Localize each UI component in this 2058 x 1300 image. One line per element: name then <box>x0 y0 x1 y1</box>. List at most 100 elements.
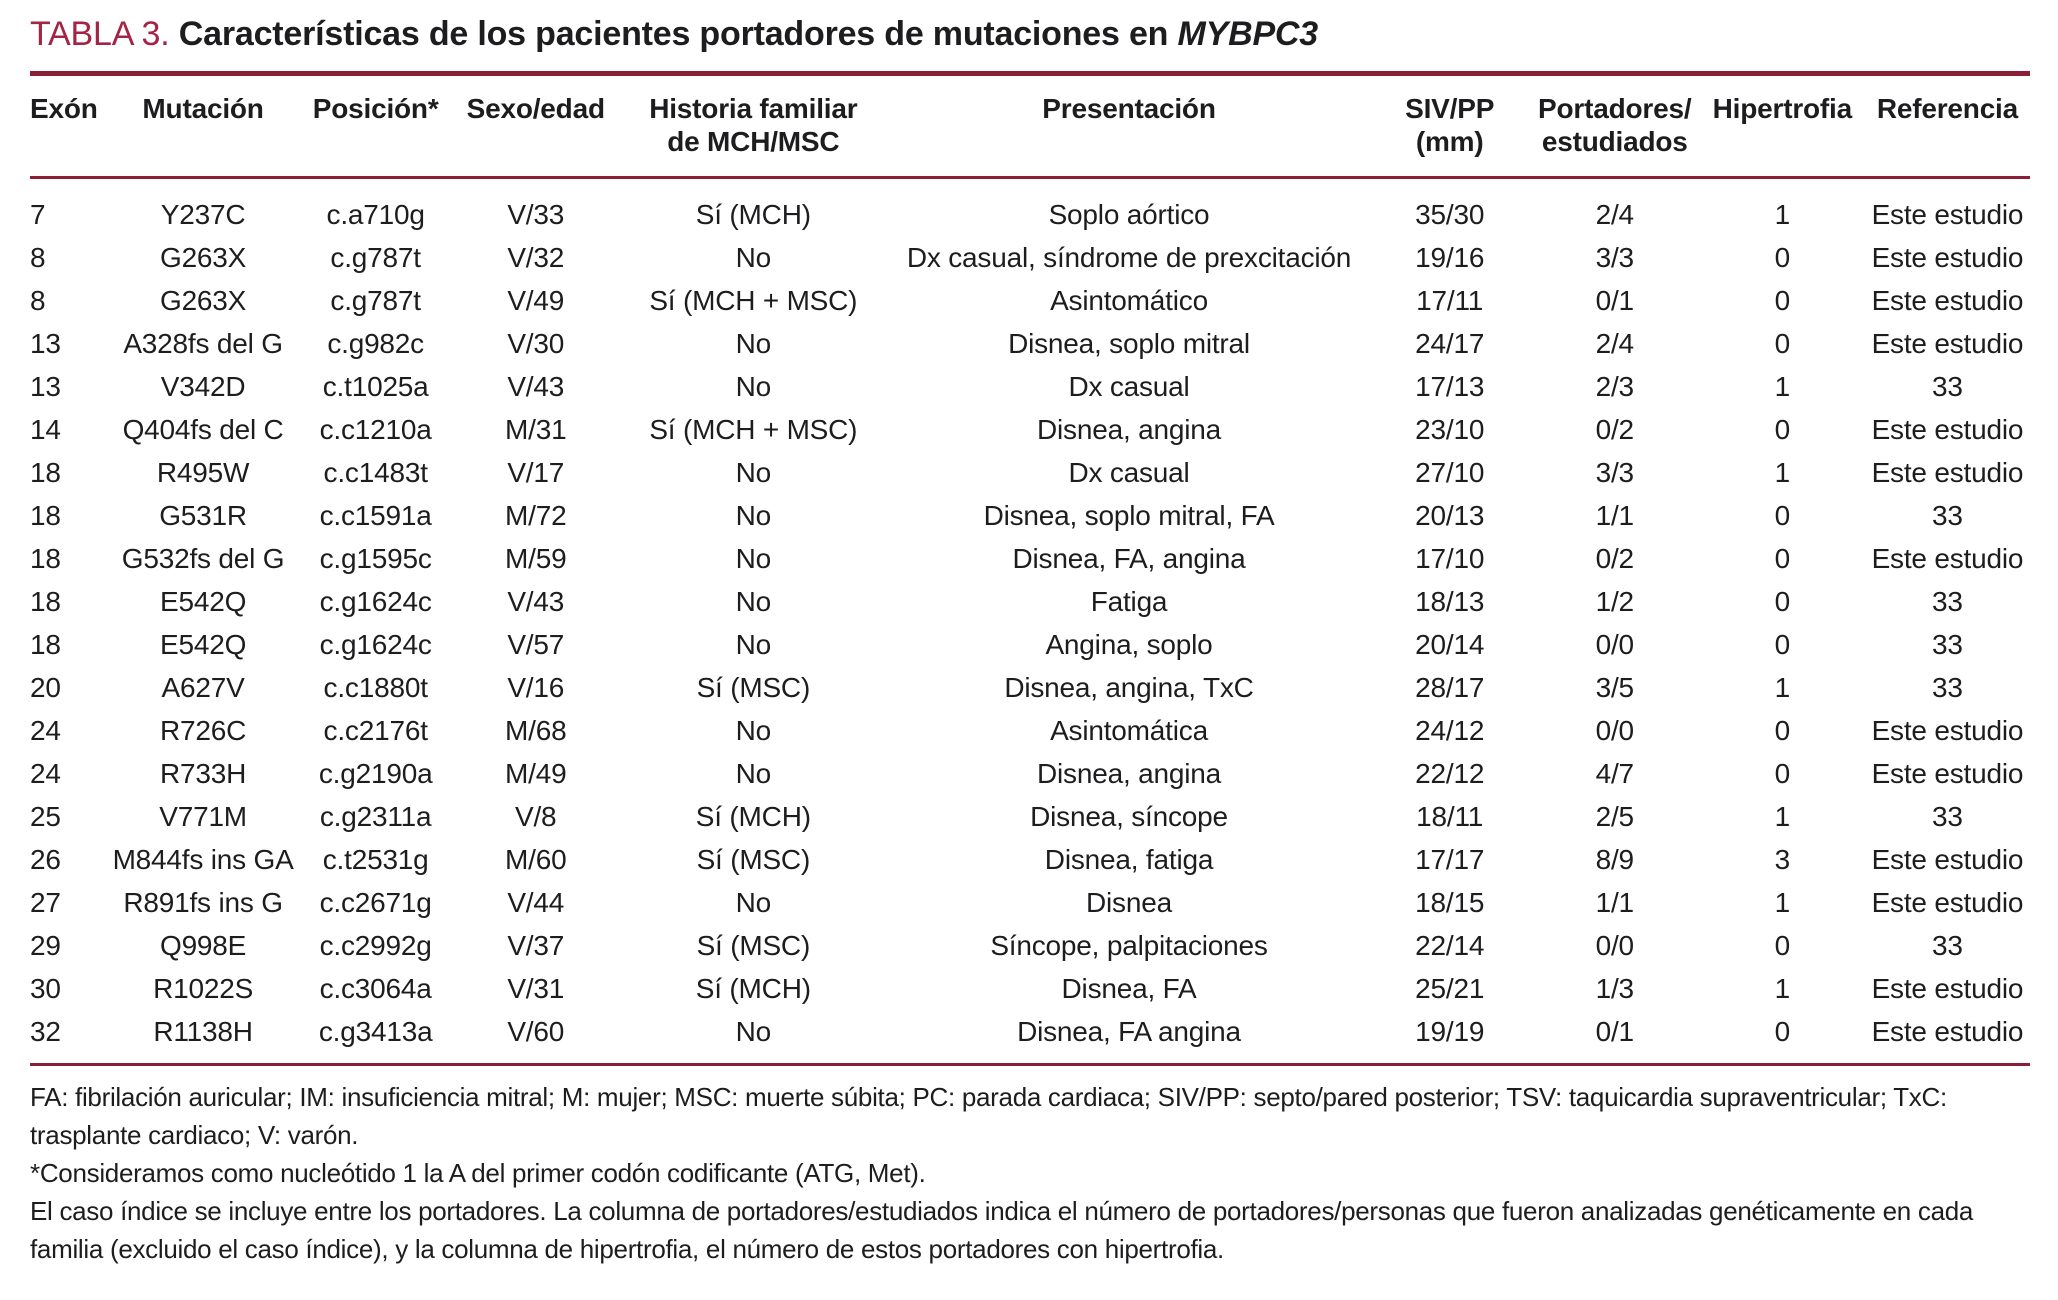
table-cell: A627V <box>161 671 245 703</box>
header-line: estudiados <box>1541 126 1688 157</box>
table-cell: 18 <box>30 456 61 488</box>
table-cell: c.g2190a <box>318 757 433 789</box>
table-cell: c.c3064a <box>319 972 432 1004</box>
table-cell: V/8 <box>515 800 557 832</box>
table-cell: Este estudio <box>1871 714 2024 746</box>
table-cell: 0 <box>1774 628 1791 660</box>
gene-symbol: MYBPC3 <box>1177 15 1319 53</box>
table-cell: 0/0 <box>1595 929 1635 961</box>
table-cell: 8 <box>30 284 46 316</box>
table-cell: No <box>735 327 772 359</box>
table-row: 27 R891fs ins G c.c2671g V/44 No Disnea 18/15 1… <box>30 881 2030 924</box>
table-cell: 24/17 <box>1415 327 1485 359</box>
table-cell: 28/17 <box>1415 671 1485 703</box>
table-cell: Angina, soplo <box>1045 628 1213 660</box>
table-cell: 32 <box>30 1015 61 1047</box>
table-cell: Asintomática <box>1050 714 1208 746</box>
table-header-row: Exón Mutación Posición* Sexo/edad Histor… <box>30 76 2030 179</box>
footnote-abbreviations: FA: fibrilación auricular; IM: insuficie… <box>30 1082 1947 1150</box>
header-exon: Exón <box>30 76 109 179</box>
table-cell: Sí (MCH + MSC) <box>649 413 858 445</box>
table-cell: Disnea, FA, angina <box>1012 542 1246 574</box>
table-cell: Sí (MSC) <box>696 929 811 961</box>
table-cell: 18 <box>30 542 61 574</box>
table-cell: Este estudio <box>1871 413 2024 445</box>
table-cell: R733H <box>159 757 247 789</box>
table-cell: 13 <box>30 327 61 359</box>
table-row: 18 G532fs del G c.g1595c M/59 No Disnea, FA, … <box>30 537 2030 580</box>
header-line: Hipertrofia <box>1712 93 1853 124</box>
table-cell: Disnea, soplo mitral, FA <box>983 499 1275 531</box>
table-cell: Sí (MSC) <box>696 671 811 703</box>
table-cell: 18 <box>30 585 61 617</box>
header-siv-pp: SIV/PP (mm) <box>1369 76 1530 179</box>
table-cell: Este estudio <box>1871 886 2024 918</box>
table-title-text: Características de los pacientes portado… <box>169 15 1178 53</box>
table-cell: 1 <box>1774 800 1791 832</box>
table-cell: R1138H <box>153 1015 253 1047</box>
table-cell: 26 <box>30 843 61 875</box>
table-cell: 18/13 <box>1415 585 1485 617</box>
table-cell: Este estudio <box>1871 241 2024 273</box>
table-cell: M/49 <box>505 757 567 789</box>
table-cell: 13 <box>30 370 61 402</box>
table-cell: 17/17 <box>1415 843 1485 875</box>
table-cell: 25 <box>30 800 61 832</box>
table-cell: No <box>735 585 772 617</box>
table-cell: 22/14 <box>1415 929 1485 961</box>
table-row: 32 R1138H c.g3413a V/60 No Disnea, FA angina 1… <box>30 1010 2030 1063</box>
table-cell: 17/11 <box>1416 284 1484 316</box>
table-cell: 0 <box>1774 413 1791 445</box>
header-sexo-edad: Sexo/edad <box>453 76 619 179</box>
table-cell: c.g982c <box>327 327 424 359</box>
table-row: 18 G531R c.c1591a M/72 No Disnea, soplo mitra… <box>30 494 2030 537</box>
table-cell: 33 <box>1932 671 1963 703</box>
table-row: 13 V342D c.t1025a V/43 No Dx casual 17/13 2/3 1 3… <box>30 365 2030 408</box>
table-cell: 1 <box>1774 198 1791 230</box>
header-line: Posición* <box>312 93 439 124</box>
table-row: 30 R1022S c.c3064a V/31 Sí (MCH) Disnea, FA 25… <box>30 967 2030 1010</box>
table-cell: Disnea, angina <box>1037 757 1221 789</box>
table-cell: No <box>735 714 772 746</box>
table-cell: 18/15 <box>1415 886 1485 918</box>
table-cell: 33 <box>1932 585 1963 617</box>
table-cell: M/72 <box>505 499 567 531</box>
table-cell: Q404fs del C <box>122 413 284 445</box>
table-cell: 33 <box>1932 370 1963 402</box>
table-cell: M/68 <box>505 714 567 746</box>
header-portadores-estudiados: Portadores/estudiados <box>1529 76 1700 179</box>
table-cell: 27 <box>30 886 61 918</box>
footnote-index-case: El caso índice se incluye entre los port… <box>30 1196 1974 1264</box>
header-line: SIV/PP (mm) <box>1405 93 1495 157</box>
table-cell: 1/2 <box>1595 585 1635 617</box>
table-cell: Este estudio <box>1871 284 2024 316</box>
table-cell: 17/13 <box>1415 370 1485 402</box>
table-cell: c.g2311a <box>319 800 432 832</box>
table-cell: c.g787t <box>330 284 421 316</box>
table-cell: 1/3 <box>1595 972 1635 1004</box>
table-cell: 0/0 <box>1595 714 1635 746</box>
table-cell: R1022S <box>153 972 254 1004</box>
table-cell: 18/11 <box>1416 800 1484 832</box>
table-cell: E542Q <box>159 628 247 660</box>
table-cell: G532fs del G <box>121 542 285 574</box>
table-cell: 2/3 <box>1595 370 1635 402</box>
table-row: 18 R495W c.c1483t V/17 No Dx casual 27/10 3/3 1 E… <box>30 451 2030 494</box>
table-cell: 3/3 <box>1595 241 1635 273</box>
table-cell: 2/4 <box>1595 327 1635 359</box>
table-cell: 24 <box>30 714 61 746</box>
header-line: Historia familiar <box>649 93 858 124</box>
table-cell: 24 <box>30 757 61 789</box>
table-cell: 1 <box>1774 671 1791 703</box>
table-cell: 3/3 <box>1595 456 1635 488</box>
table-cell: 19/16 <box>1415 241 1485 273</box>
table-cell: 20 <box>30 671 61 703</box>
table-cell: M844fs ins GA <box>112 843 294 875</box>
table-cell: Dx casual <box>1068 456 1190 488</box>
table-cell: Disnea, angina <box>1037 413 1221 445</box>
table-cell: M/59 <box>505 542 567 574</box>
table-cell: 0/2 <box>1595 413 1635 445</box>
table-cell: V/30 <box>507 327 565 359</box>
table-cell: No <box>735 370 772 402</box>
table-cell: Este estudio <box>1871 327 2024 359</box>
